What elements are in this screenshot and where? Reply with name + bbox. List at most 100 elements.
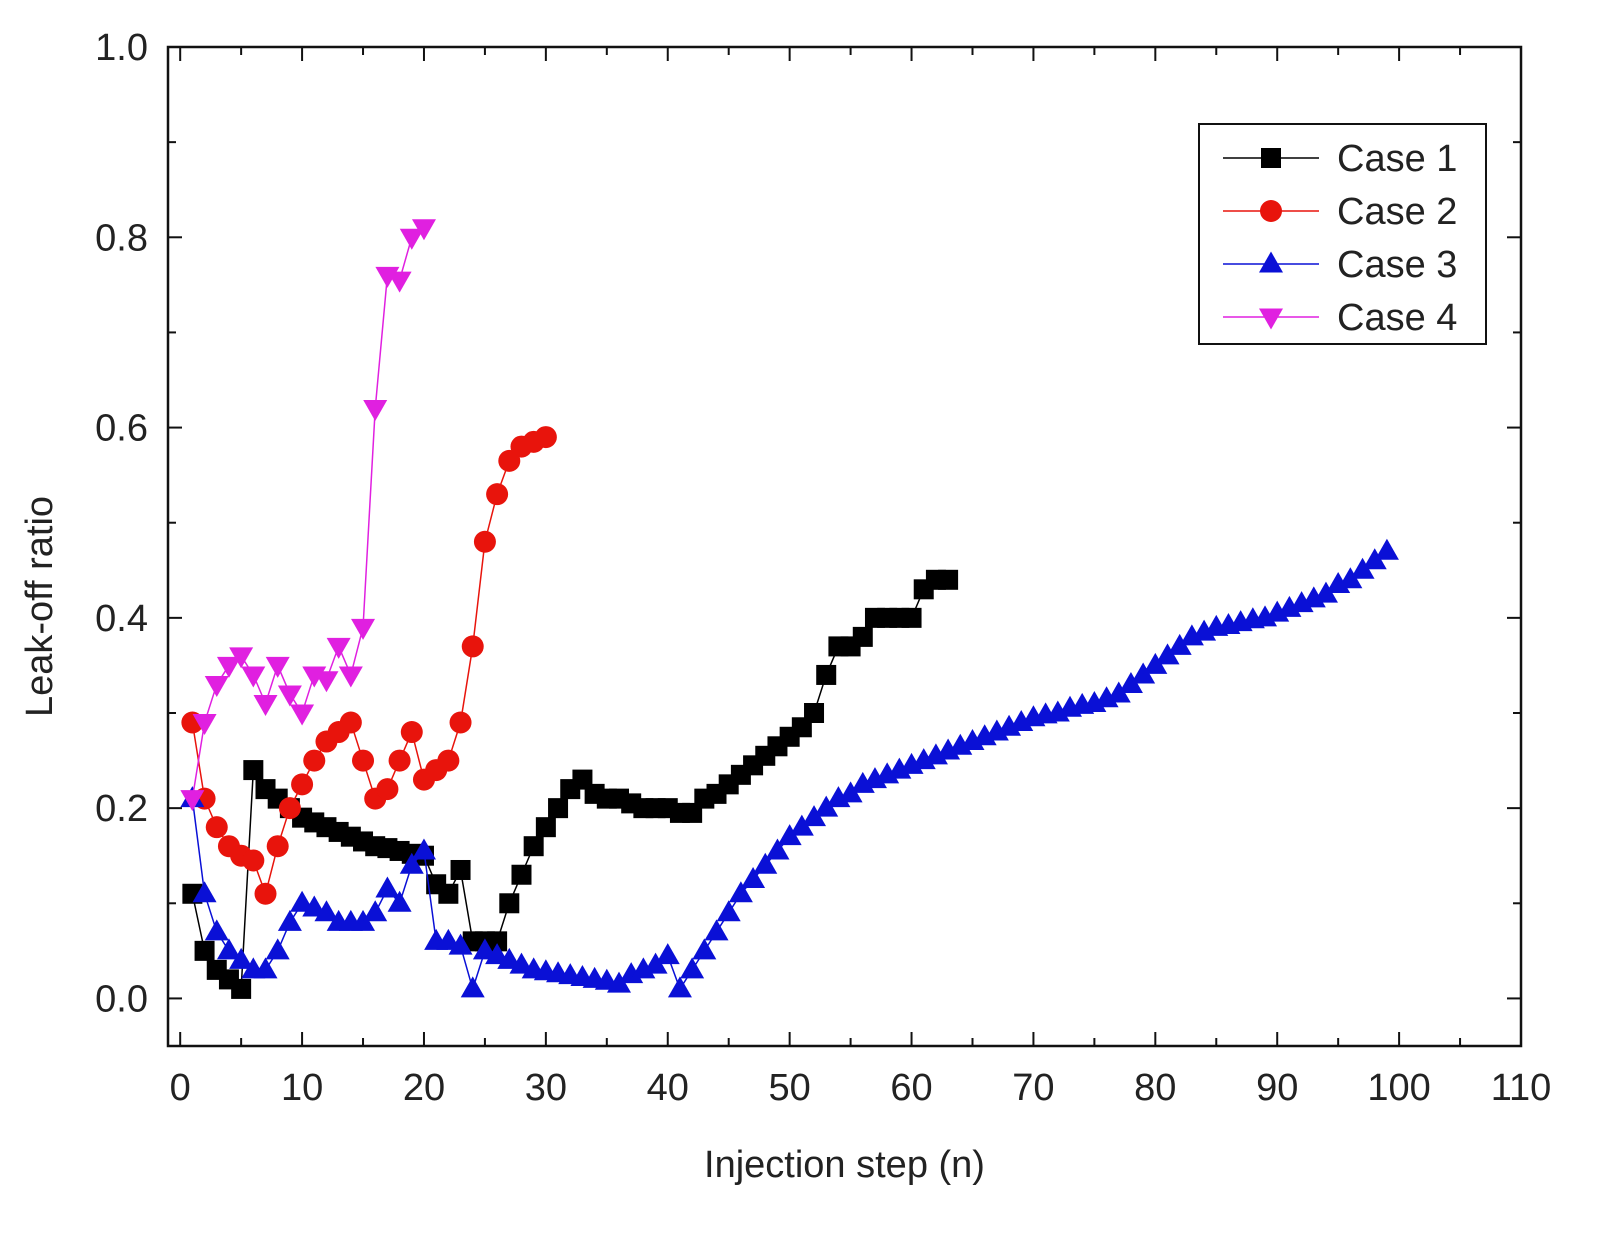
data-point-triangle-up	[1259, 251, 1283, 273]
data-point-circle	[339, 711, 362, 734]
data-point-circle	[461, 635, 484, 658]
data-point-square	[548, 798, 569, 819]
legend-label: Case 4	[1337, 297, 1457, 339]
data-point-triangle-up	[229, 947, 254, 969]
data-point-triangle-up	[704, 919, 729, 941]
x-tick-label: 0	[170, 1067, 191, 1109]
data-point-square	[804, 703, 825, 723]
y-axis-title: Leak-off ratio	[19, 496, 61, 717]
data-point-circle	[352, 749, 375, 772]
data-point-triangle-down	[290, 704, 315, 726]
data-point-triangle-down	[1259, 308, 1283, 330]
data-point-circle	[376, 778, 399, 801]
x-tick-label: 110	[1491, 1067, 1552, 1109]
data-point-triangle-up	[680, 957, 705, 979]
legend-item: Case 2	[1223, 191, 1457, 233]
data-point-triangle-up	[716, 900, 741, 922]
legend-label: Case 1	[1337, 138, 1457, 180]
data-point-triangle-up	[1106, 681, 1131, 703]
data-point-triangle-down	[216, 656, 241, 678]
x-tick-label: 20	[403, 1067, 445, 1109]
data-point-triangle-up	[351, 909, 376, 931]
y-tick-label: 0.6	[95, 408, 148, 450]
data-point-triangle-up	[1313, 581, 1338, 603]
data-point-triangle-up	[204, 919, 229, 941]
data-point-triangle-up	[387, 890, 412, 912]
data-point-square	[450, 859, 471, 880]
x-tick-label: 30	[525, 1067, 567, 1109]
data-point-square	[523, 836, 544, 857]
data-point-triangle-up	[1362, 548, 1387, 570]
series-4	[180, 219, 436, 812]
data-point-triangle-up	[1118, 671, 1143, 693]
data-point-circle	[291, 773, 314, 796]
data-point-circle	[473, 530, 496, 553]
data-point-triangle-down	[399, 228, 424, 250]
data-point-triangle-up	[1167, 633, 1192, 655]
y-tick-label: 0.8	[95, 217, 148, 259]
data-point-triangle-up	[216, 938, 241, 960]
data-point-triangle-down	[314, 671, 339, 693]
x-tick-label: 40	[647, 1067, 689, 1109]
data-point-triangle-up	[448, 933, 473, 955]
x-tick-label: 70	[1012, 1067, 1054, 1109]
data-point-triangle-up	[692, 938, 717, 960]
data-point-triangle-up	[765, 838, 790, 860]
data-point-triangle-down	[192, 714, 217, 736]
data-point-triangle-up	[667, 976, 692, 998]
data-point-square	[231, 978, 252, 999]
data-point-triangle-up	[192, 881, 217, 903]
data-point-square	[852, 626, 873, 647]
data-point-triangle-up	[728, 881, 753, 903]
data-point-triangle-up	[363, 900, 388, 922]
data-point-triangle-down	[241, 666, 266, 688]
data-point-circle	[486, 483, 509, 506]
y-tick-label: 0.4	[95, 598, 148, 640]
legend-item: Case 3	[1223, 244, 1457, 286]
legend-item: Case 4	[1223, 297, 1457, 339]
data-point-triangle-up	[265, 938, 290, 960]
x-tick-label: 100	[1367, 1067, 1430, 1109]
data-point-triangle-up	[1155, 643, 1180, 665]
data-point-triangle-down	[411, 219, 436, 241]
data-point-triangle-up	[1338, 567, 1363, 589]
data-point-circle	[205, 816, 228, 839]
data-point-triangle-up	[1350, 557, 1375, 579]
data-point-circle	[303, 749, 326, 772]
x-tick-label: 60	[890, 1067, 932, 1109]
data-point-triangle-down	[387, 271, 412, 293]
data-point-triangle-down	[265, 656, 290, 678]
data-point-square	[487, 931, 508, 952]
x-tick-label: 80	[1134, 1067, 1176, 1109]
data-point-square	[816, 664, 837, 685]
data-point-square	[535, 817, 556, 838]
x-tick-label: 10	[281, 1067, 323, 1109]
data-point-triangle-up	[838, 781, 863, 803]
data-point-triangle-down	[338, 666, 363, 688]
data-point-triangle-up	[253, 957, 278, 979]
data-point-triangle-down	[204, 675, 229, 697]
data-point-triangle-up	[277, 909, 302, 931]
data-point-circle	[278, 797, 301, 820]
data-point-triangle-up	[411, 838, 436, 860]
data-point-triangle-up	[643, 952, 668, 974]
legend-item: Case 1	[1223, 138, 1457, 180]
legend-label: Case 3	[1337, 244, 1457, 286]
data-point-triangle-up	[741, 867, 766, 888]
data-point-triangle-up	[789, 814, 814, 836]
data-point-triangle-down	[363, 400, 388, 422]
data-point-triangle-up	[607, 971, 631, 993]
x-tick-label: 90	[1256, 1067, 1298, 1109]
y-tick-label: 0.2	[95, 788, 148, 830]
y-tick-label: 1.0	[95, 27, 148, 69]
x-tick-label: 50	[769, 1067, 811, 1109]
data-point-triangle-down	[351, 618, 376, 640]
data-point-triangle-up	[777, 824, 802, 846]
data-point-triangle-up	[814, 795, 839, 817]
data-point-square	[194, 940, 215, 961]
data-point-square	[438, 883, 459, 904]
data-point-triangle-up	[314, 900, 339, 922]
legend-box	[1198, 123, 1487, 345]
data-point-circle	[534, 426, 557, 449]
